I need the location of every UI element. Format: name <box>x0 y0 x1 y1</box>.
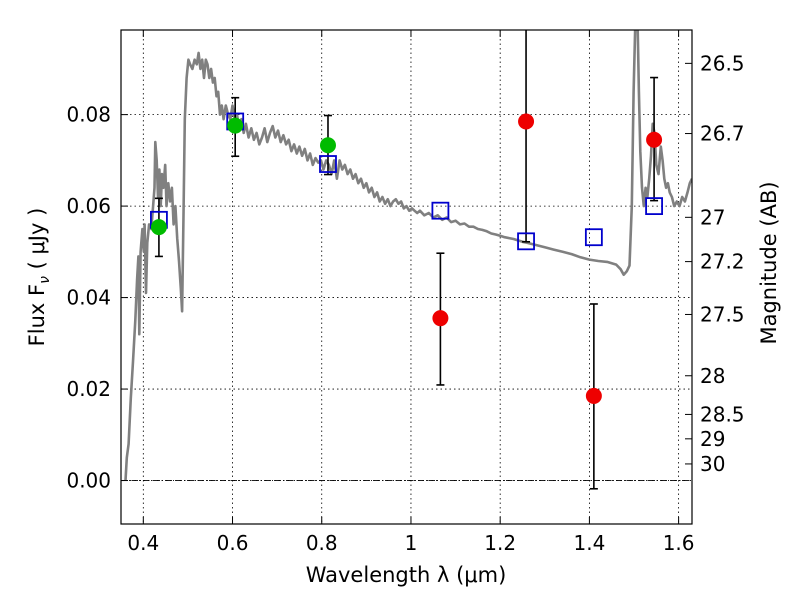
detection-point <box>150 219 167 236</box>
y-axis-label-subscript: ν <box>37 276 53 284</box>
x-tick-label: 0.8 <box>306 531 338 555</box>
model-photometry-square <box>517 232 535 251</box>
y-tick-label: 0.02 <box>66 377 111 401</box>
y2-tick-label: 27.2 <box>700 250 745 274</box>
x-tick-label: 0.6 <box>217 531 249 555</box>
upper-limit-point <box>646 131 663 148</box>
x-tick-label: 1.4 <box>573 531 605 555</box>
y2-tick-label: 26.5 <box>700 51 745 75</box>
axis-ticks <box>121 30 692 524</box>
y2-tick-label: 27.5 <box>700 302 745 326</box>
y-axis-label-main: Flux F <box>25 284 49 346</box>
x-tick-label: 1.2 <box>484 531 516 555</box>
y2-tick-label: 28 <box>700 364 725 388</box>
tick-labels: 0.4 0.6 0.8 1 1.2 1.4 1.6 0.00 0.02 0.04 0.06 0.08 2… <box>66 51 744 555</box>
y2-tick-label: 26.7 <box>700 122 745 146</box>
x-tick-label: 1.6 <box>663 531 695 555</box>
y2-axis-label: Magnitude (AB) <box>757 181 781 344</box>
model-photometry-square <box>645 197 663 216</box>
sed-layer <box>124 30 692 481</box>
y2-tick-label: 28.5 <box>700 402 745 426</box>
data-point-layer <box>150 113 663 404</box>
y-tick-label: 0.06 <box>66 194 111 218</box>
model-photometry-square <box>584 228 603 247</box>
upper-limit-point <box>518 113 535 130</box>
y-axis-label-unit: ( μJy ) <box>25 208 49 276</box>
y2-tick-label: 30 <box>700 452 725 476</box>
x-tick-label: 1 <box>405 531 418 555</box>
x-tick-label: 0.4 <box>127 531 159 555</box>
y2-tick-label: 27 <box>700 205 725 229</box>
model-photometry-square <box>319 155 337 173</box>
y-axis-label: Flux Fν ( μJy ) <box>25 208 53 347</box>
y-tick-label: 0.08 <box>66 103 111 127</box>
model-photometry-square <box>431 201 450 220</box>
x-axis-label: Wavelength λ (μm) <box>306 563 507 587</box>
sed-spectrum-line <box>124 30 692 481</box>
y-tick-label: 0.00 <box>66 469 111 493</box>
detection-point <box>319 137 336 154</box>
upper-limit-point <box>432 310 449 327</box>
y-tick-label: 0.04 <box>66 286 111 310</box>
plot-frame <box>120 29 693 525</box>
detection-point <box>227 117 244 134</box>
upper-limit-point <box>585 387 602 404</box>
y2-tick-label: 29 <box>700 427 725 451</box>
